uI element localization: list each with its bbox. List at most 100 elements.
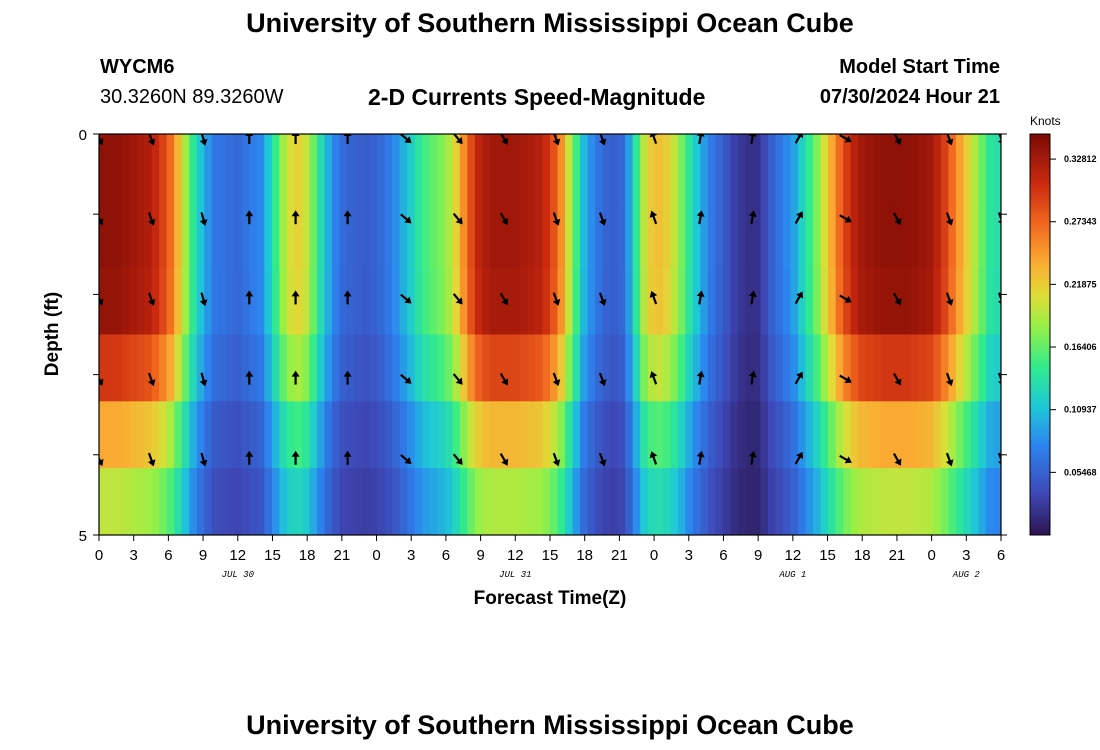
heatmap-cell bbox=[737, 334, 747, 402]
current-vector-arrow bbox=[291, 450, 300, 465]
current-vector-arrow bbox=[794, 371, 804, 385]
heatmap-cell bbox=[602, 200, 611, 269]
x-tick-label: 9 bbox=[199, 547, 207, 564]
heatmap-cell bbox=[805, 401, 814, 469]
heatmap-cell bbox=[399, 134, 408, 202]
heatmap-cell bbox=[99, 267, 108, 336]
heatmap-cell bbox=[970, 401, 980, 469]
heatmap-cell bbox=[828, 468, 837, 535]
heatmap-cell bbox=[685, 200, 694, 269]
heatmap-cell bbox=[512, 334, 521, 402]
heatmap-cell bbox=[339, 334, 348, 402]
heatmap-cell bbox=[993, 401, 1001, 469]
heatmap-cell bbox=[647, 267, 656, 336]
current-vector-arrow bbox=[291, 210, 300, 225]
heatmap-cell bbox=[783, 468, 792, 535]
heatmap-cell bbox=[963, 334, 972, 402]
heatmap-cell bbox=[414, 200, 423, 269]
heatmap-cell bbox=[106, 401, 115, 469]
heatmap-cell bbox=[392, 334, 401, 402]
heatmap-cell bbox=[204, 401, 213, 469]
heatmap-cell bbox=[722, 468, 731, 535]
heatmap-cell bbox=[219, 267, 228, 336]
current-vector-arrow bbox=[147, 212, 156, 226]
heatmap-cell bbox=[722, 200, 731, 269]
heatmap-cell bbox=[437, 267, 446, 336]
current-vector-arrow bbox=[343, 290, 352, 305]
heatmap-cell bbox=[497, 134, 506, 202]
heatmap-cell bbox=[204, 334, 213, 402]
heatmap-cell bbox=[925, 267, 934, 336]
heatmap-cell bbox=[309, 134, 318, 202]
heatmap-cell bbox=[286, 334, 296, 402]
current-vector-arrow bbox=[99, 134, 104, 146]
heatmap-cell bbox=[226, 401, 235, 469]
current-vector-arrow bbox=[99, 212, 104, 226]
heatmap-cell bbox=[159, 267, 168, 336]
heatmap-cell bbox=[798, 200, 807, 269]
heatmap-cell bbox=[106, 267, 115, 336]
heatmap-cell bbox=[662, 334, 671, 402]
heatmap-cell bbox=[309, 334, 318, 402]
heatmap-cell bbox=[775, 267, 784, 336]
heatmap-cell bbox=[775, 134, 784, 202]
heatmap-cell bbox=[219, 468, 228, 535]
heatmap-cell bbox=[166, 334, 175, 402]
heatmap-cell bbox=[362, 134, 371, 202]
current-vector-arrow bbox=[400, 134, 412, 144]
heatmap-cell bbox=[129, 267, 138, 336]
heatmap-cell bbox=[347, 334, 356, 402]
heatmap-cell bbox=[241, 401, 250, 469]
heatmap-cell bbox=[685, 468, 694, 535]
heatmap-cell bbox=[362, 468, 371, 535]
heatmap-cell bbox=[301, 200, 311, 269]
heatmap-cell bbox=[670, 134, 679, 202]
heatmap-cell bbox=[662, 134, 671, 202]
heatmap-cell bbox=[286, 468, 296, 535]
heatmap-cell bbox=[467, 401, 476, 469]
heatmap-cell bbox=[482, 134, 491, 202]
heatmap-cell bbox=[767, 334, 777, 402]
heatmap-cell bbox=[144, 267, 153, 336]
current-vector-arrow bbox=[839, 294, 852, 303]
heatmap-cell bbox=[963, 401, 972, 469]
heatmap-cell bbox=[347, 134, 356, 202]
heatmap-cell bbox=[467, 334, 476, 402]
heatmap-cell bbox=[677, 267, 686, 336]
current-vector-arrow bbox=[696, 450, 705, 465]
current-vector-arrow bbox=[147, 134, 156, 146]
heatmap-cell bbox=[181, 200, 190, 269]
heatmap-cell bbox=[978, 200, 987, 269]
heatmap-cell bbox=[677, 134, 686, 202]
heatmap-cell bbox=[955, 334, 965, 402]
current-vector-arrow bbox=[945, 452, 954, 467]
heatmap-cell bbox=[993, 334, 1001, 402]
heatmap-cell bbox=[437, 134, 446, 202]
heatmap-cell bbox=[745, 134, 754, 202]
heatmap-cell bbox=[580, 401, 589, 469]
heatmap-cell bbox=[752, 468, 762, 535]
heatmap-cell bbox=[294, 401, 303, 469]
heatmap-cell bbox=[489, 401, 498, 469]
heatmap-cell bbox=[955, 200, 965, 269]
heatmap-cell bbox=[707, 334, 716, 402]
current-vector-arrow bbox=[199, 372, 208, 387]
heatmap-cell bbox=[504, 200, 514, 269]
heatmap-cell bbox=[234, 468, 243, 535]
heatmap-cell bbox=[234, 134, 243, 202]
current-vector-arrow bbox=[748, 450, 757, 465]
heatmap-cell bbox=[211, 401, 220, 469]
heatmap-cell bbox=[407, 468, 416, 535]
heatmap-cell bbox=[114, 468, 123, 535]
heatmap-cell bbox=[625, 134, 634, 202]
heatmap-cell bbox=[174, 200, 183, 269]
heatmap-cell bbox=[459, 267, 468, 336]
heatmap-cell bbox=[414, 334, 423, 402]
heatmap-cell bbox=[136, 200, 145, 269]
current-vector-arrow bbox=[245, 450, 254, 465]
heatmap-cell bbox=[580, 134, 589, 202]
heatmap-cell bbox=[497, 468, 506, 535]
heatmap-cell bbox=[316, 267, 326, 336]
heatmap-cell bbox=[294, 334, 303, 402]
colorbar: Knots 0.05468 0.10937 0.16406 0.21875 0.2734… bbox=[1029, 114, 1097, 536]
